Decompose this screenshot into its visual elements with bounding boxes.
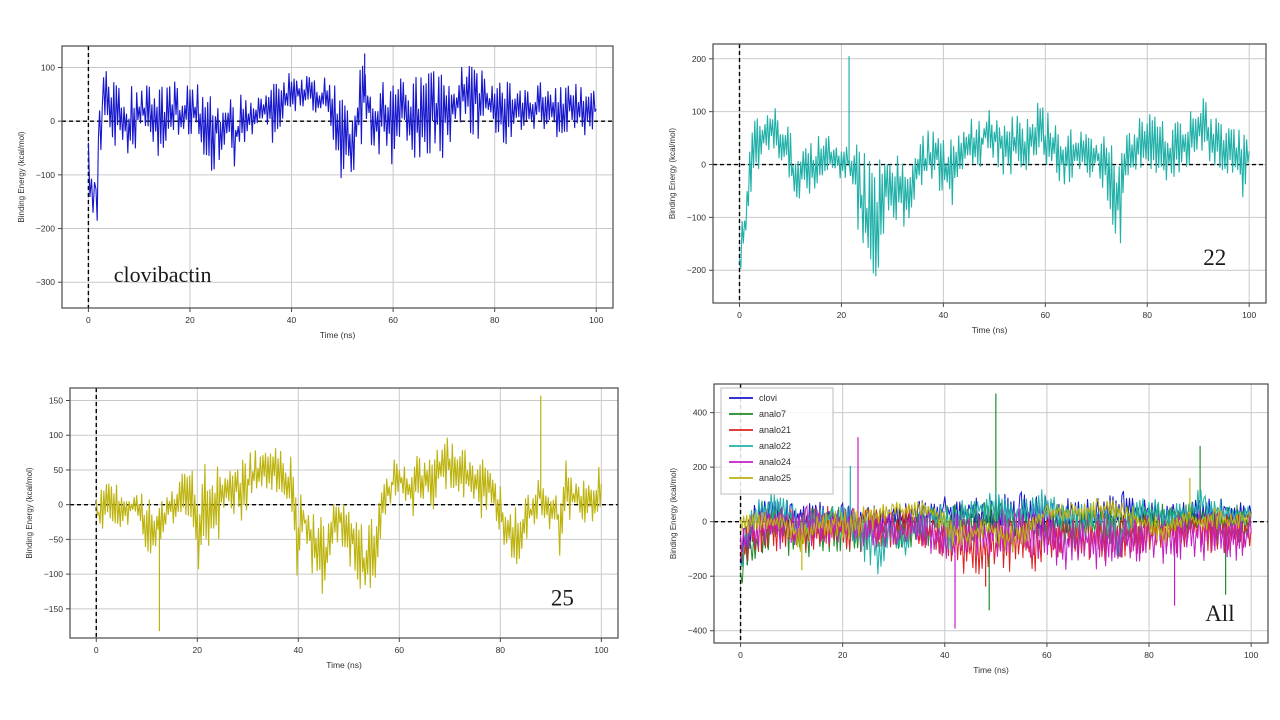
x-tick-label: 60 [395,645,405,655]
series-group [740,393,1252,629]
y-tick-label: 200 [693,462,707,472]
x-tick-label: 40 [939,310,949,320]
x-tick-label: 40 [294,645,304,655]
y-tick-label: −150 [44,604,63,614]
x-tick-label: 0 [94,645,99,655]
y-tick-label: −200 [687,265,706,275]
y-tick-label: 150 [49,396,63,406]
x-tick-label: 60 [1042,650,1052,660]
y-tick-label: 50 [54,465,64,475]
x-tick-label: 0 [738,650,743,660]
x-tick-label: 100 [1244,650,1258,660]
x-tick-label: 0 [86,315,91,325]
x-tick-label: 40 [287,315,297,325]
y-axis-label: Binding Energy (kcal/mol) [669,468,678,559]
series-trace-analo25 [95,437,602,594]
x-tick-label: 100 [589,315,603,325]
y-tick-label: −100 [687,212,706,222]
x-axis-label: Time (ns) [973,665,1009,675]
y-tick-label: −200 [688,571,707,581]
x-tick-label: 20 [185,315,195,325]
y-axis-label: Binding Energy (kcal/mol) [17,131,26,222]
legend-label-clovi: clovi [759,393,777,403]
legend-label-analo21: analo21 [759,425,791,435]
x-tick-label: 80 [1143,310,1153,320]
y-tick-label: −100 [44,569,63,579]
axes: 0 20 40 60 80 100 200 100 0 −100 −200 [687,54,1257,320]
plot-border [712,43,1267,304]
x-axis-label: Time (ns) [320,330,356,340]
y-tick-label: −300 [36,277,55,287]
series-trace-analo22 [738,98,1250,277]
x-tick-label: 60 [1041,310,1051,320]
chart-all: 0 20 40 60 80 100 400 200 0 −200 −400 Time (ns) Bind… [643,362,1280,719]
series-group [738,56,1250,277]
y-tick-label: −400 [688,626,707,636]
y-tick-label: 100 [692,107,706,117]
legend-box [720,387,834,495]
x-tick-label: 20 [838,650,848,660]
annotation-label-analog22: 22 [1203,245,1226,270]
series-group [95,395,602,632]
series-trace-clovibactin [87,65,597,221]
chart-svg-clovibactin: 0 20 40 60 80 100 100 0 −100 −200 −300 Time (ns) Bin… [17,45,614,340]
y-tick-label: 400 [693,408,707,418]
annotation-label-all: All [1205,601,1234,626]
chart-analog22: 0 20 40 60 80 100 200 100 0 −100 −200 Time (ns) Bind… [643,0,1280,357]
y-tick-label: 0 [50,116,55,126]
y-tick-label: −50 [49,534,64,544]
y-tick-label: 0 [702,517,707,527]
y-tick-label: 0 [701,160,706,170]
legend-label-analo7: analo7 [759,409,786,419]
y-axis-label: Binding Energy (kcal/mol) [668,128,677,219]
plot-border [61,45,614,309]
axes: 0 20 40 60 80 100 150 100 50 0 −50 −100 −150 [44,396,609,656]
x-tick-label: 80 [490,315,500,325]
y-tick-label: 200 [692,54,706,64]
x-tick-label: 100 [1242,310,1256,320]
series-group [87,53,597,221]
y-tick-label: 100 [41,62,55,72]
chart-svg-all: 0 20 40 60 80 100 400 200 0 −200 −400 Time (ns) Bind… [669,383,1269,675]
plot-border [69,387,619,639]
x-tick-label: 80 [1144,650,1154,660]
chart-analog25: 0 20 40 60 80 100 150 100 50 0 −50 −100 −150 Time (ns… [8,362,638,719]
chart-svg-analog22: 0 20 40 60 80 100 200 100 0 −100 −200 Time (ns) Bind… [668,43,1267,335]
annotation-label-clovibactin: clovibactin [114,262,212,287]
x-tick-label: 80 [496,645,506,655]
axes: 0 20 40 60 80 100 400 200 0 −200 −400 [688,408,1259,660]
legend: clovi analo7 analo21 analo22 analo24 analo25 [720,387,834,495]
x-axis-label: Time (ns) [972,325,1008,335]
x-tick-label: 60 [388,315,398,325]
y-tick-label: −200 [36,224,55,234]
x-tick-label: 20 [193,645,203,655]
x-tick-label: 40 [940,650,950,660]
chart-clovibactin: 0 20 40 60 80 100 100 0 −100 −200 −300 Time (ns) Bin… [8,2,633,359]
annotation-label-analog25: 25 [551,585,574,610]
series-trace-analo25 [740,497,1252,553]
y-axis-label: Binding Energy (kcal/mol) [25,467,34,558]
x-tick-label: 100 [594,645,608,655]
y-tick-label: 100 [49,430,63,440]
x-tick-label: 0 [737,310,742,320]
y-tick-label: −100 [36,170,55,180]
axes: 0 20 40 60 80 100 100 0 −100 −200 −300 [36,62,604,325]
x-tick-label: 20 [837,310,847,320]
legend-label-analo24: analo24 [759,457,791,467]
plot-border [713,383,1269,644]
y-tick-label: 0 [58,500,63,510]
legend-label-analo25: analo25 [759,473,791,483]
legend-label-analo22: analo22 [759,441,791,451]
chart-svg-analog25: 0 20 40 60 80 100 150 100 50 0 −50 −100 −150 Time (ns… [25,387,619,670]
x-axis-label: Time (ns) [326,660,362,670]
